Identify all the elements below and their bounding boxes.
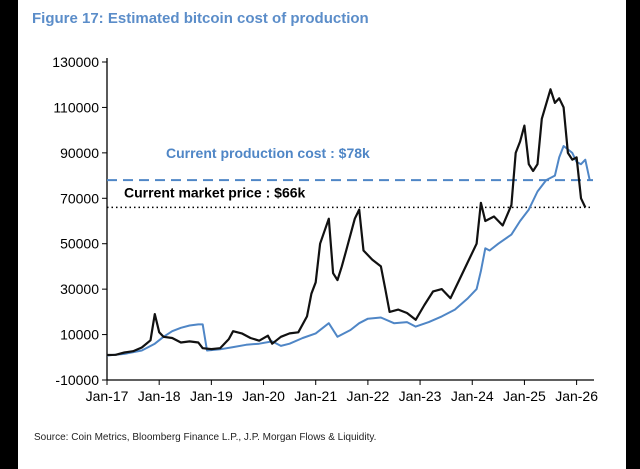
axes [102,58,594,385]
y-tick-label: 70000 [60,190,99,206]
x-tick-label: Jan-22 [346,388,389,404]
series-lines [106,88,591,357]
x-tick-label: Jan-21 [294,388,337,404]
y-tick-label: 10000 [60,327,99,343]
y-tick-label: 50000 [60,236,99,252]
y-tick-label: 90000 [60,145,99,161]
x-tick-label: Jan-17 [86,388,129,404]
x-tick-label: Jan-26 [555,388,598,404]
production-cost-annotation: Current production cost : $78k [166,145,370,161]
y-tick-label: 30000 [60,281,99,297]
x-tick-label: Jan-23 [399,388,442,404]
market-price-line [106,88,587,357]
market-price-annotation: Current market price : $66k [124,184,306,200]
x-tick-label: Jan-20 [242,388,285,404]
market-price-annotation-bg [118,181,326,202]
source-note: Source: Coin Metrics, Bloomberg Finance … [34,432,377,443]
production-cost-line [106,145,591,357]
y-tick-label: 110000 [53,99,99,115]
x-tick-label: Jan-18 [138,388,181,404]
x-tick-label: Jan-24 [451,388,494,404]
figure-title: Figure 17: Estimated bitcoin cost of pro… [32,10,369,27]
annotations: Current production cost : $78k Current ma… [118,145,370,202]
chart: 130000 110000 90000 70000 50000 30000 10000 -10… [52,54,598,404]
y-tick-label: 130000 [52,54,99,70]
reference-lines [107,179,593,209]
y-tick-label: -10000 [55,372,99,388]
x-tick-label: Jan-25 [503,388,546,404]
figure-panel: Figure 17: Estimated bitcoin cost of pro… [18,0,626,469]
tick-labels: 130000 110000 90000 70000 50000 30000 10000 -10… [52,54,598,404]
x-tick-label: Jan-19 [190,388,233,404]
